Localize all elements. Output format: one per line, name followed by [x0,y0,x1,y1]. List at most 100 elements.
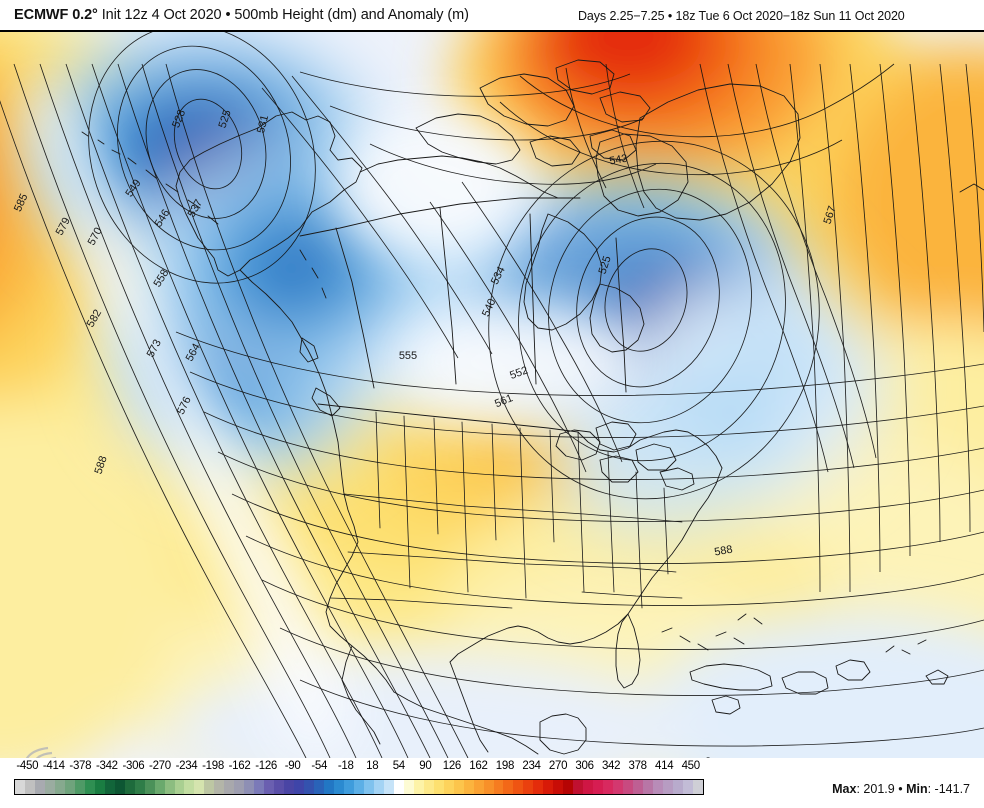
colorbar-tick-label: 234 [522,760,541,772]
valid-range: 18z Tue 6 Oct 2020−18z Sun 11 Oct 2020 [675,9,905,23]
colorbar-swatch [324,780,334,794]
colorbar-tick-labels: -450 -414 -378 -342 -306 -270 -234 -198 -162 -126… [14,760,704,776]
colorbar-swatch [34,780,45,794]
colorbar-tick-label: 198 [495,760,515,772]
colorbar-tick-label: 414 [655,760,674,772]
contour-label: 525 [597,254,614,275]
colorbar-swatch [453,780,464,794]
colorbar-swatch [124,780,135,794]
colorbar-swatch [284,780,295,794]
colorbar-swatch [204,780,215,794]
colorbar-tick-label: -54 [311,760,328,772]
colorbar-swatch [353,780,364,794]
colorbar-swatch [144,780,155,794]
contour-label: 552 [508,364,529,382]
colorbar-swatch [473,780,484,794]
stats-separator: • [898,782,903,796]
colorbar-tick-label: 450 [681,760,701,772]
colorbar-swatch [423,780,434,794]
init-text: Init 12z 4 Oct 2020 [101,7,222,23]
header-bar: ECMWF 0.2° Init 12z 4 Oct 2020 • 500mb H… [0,0,984,30]
colorbar-swatch [573,780,584,794]
colorbar-swatch [264,780,275,794]
colorbar-swatch [543,780,554,794]
contour-label: 588 [713,544,733,559]
colorbar-swatch [174,780,185,794]
colorbar-swatch [383,780,394,794]
colorbar-tick-label: 306 [575,760,594,772]
colorbar-swatch [633,780,644,794]
colorbar-swatch [593,780,604,794]
map-geography-layer [81,59,984,755]
colorbar-swatch [54,780,65,794]
colorbar-tick-label: 342 [601,760,621,772]
title-separator-2: • [667,9,673,23]
logo-swirl-icon [25,746,56,758]
colorbar-swatch [334,780,344,794]
colorbar-swatch [343,780,354,794]
colorbar-swatch [154,780,165,794]
colorbar-tick-label: 162 [469,760,488,772]
colorbar-swatch [84,780,95,794]
colorbar-swatch [244,780,255,794]
height-contour-layer [0,32,984,758]
colorbar[interactable] [14,779,704,795]
colorbar-swatch [662,780,673,794]
colorbar-swatch [513,780,524,794]
colorbar-swatch [413,780,424,794]
colorbar-swatch [304,780,315,794]
colorbar-swatch [15,780,25,794]
min-label: Min [906,782,928,796]
colorbar-tick-label: 54 [392,760,406,772]
colorbar-swatch [443,780,454,794]
colorbar-swatch [274,780,285,794]
colorbar-swatch [393,780,404,794]
colorbar-tick-label: 18 [366,760,379,772]
colorbar-swatch [672,780,683,794]
colorbar-tick-label: -234 [175,760,198,772]
colorbar-swatch [24,780,35,794]
colorbar-swatch [653,780,663,794]
colorbar-swatch [553,780,564,794]
contour-label: 543 [608,153,628,168]
colorbar-tick-label: -90 [284,760,301,772]
colorbar-swatch [363,780,374,794]
colorbar-swatch [234,780,245,794]
colorbar-swatch [373,780,384,794]
colorbar-swatch [503,780,514,794]
colorbar-tick-label: -378 [69,760,92,772]
colorbar-swatch [523,780,534,794]
colorbar-tick-label: -126 [255,760,278,772]
minmax-stats: Max: 201.9 • Min: -141.7 [832,782,970,796]
days-range: Days 2.25−7.25 [578,9,665,23]
min-value: -141.7 [934,782,970,796]
colorbar-swatch [623,780,634,794]
contour-label: 531 [255,114,271,135]
contour-label: 588 [93,454,110,475]
title-separator-1: • [225,7,231,23]
contour-label: 567 [822,204,839,225]
map-panel[interactable]: 528 525 531 549 537 546 585 579 570 558 582 573 564 5… [0,30,984,758]
colorbar-swatch [74,780,85,794]
logo-word-bell: BELL [74,757,105,758]
colorbar-tick-label: -342 [95,760,118,772]
colorbar-tick-label: 90 [419,760,432,772]
colorbar-tick-label: -270 [149,760,171,772]
colorbar-tick-label: -306 [122,760,145,772]
contour-label: 525 [217,108,234,129]
colorbar-swatch [214,780,225,794]
colorbar-swatch [134,780,145,794]
colorbar-swatch [314,780,325,794]
colorbar-tick-label: 378 [628,760,647,772]
colorbar-tick-label: 126 [442,760,462,772]
colorbar-swatch [682,780,693,794]
colorbar-swatch [533,780,544,794]
colorbar-swatch [44,780,55,794]
colorbar-swatch [403,780,414,794]
colorbar-tick-label: 270 [548,760,568,772]
field-text: 500mb Height (dm) and Anomaly (m) [234,7,469,23]
page-title: ECMWF 0.2° Init 12z 4 Oct 2020 • 500mb H… [14,7,469,23]
weatherbell-logo[interactable]: WEATHER BELL Analytics LLC [18,742,114,758]
valid-time-label: Days 2.25−7.25 • 18z Tue 6 Oct 2020−18z … [578,9,905,23]
